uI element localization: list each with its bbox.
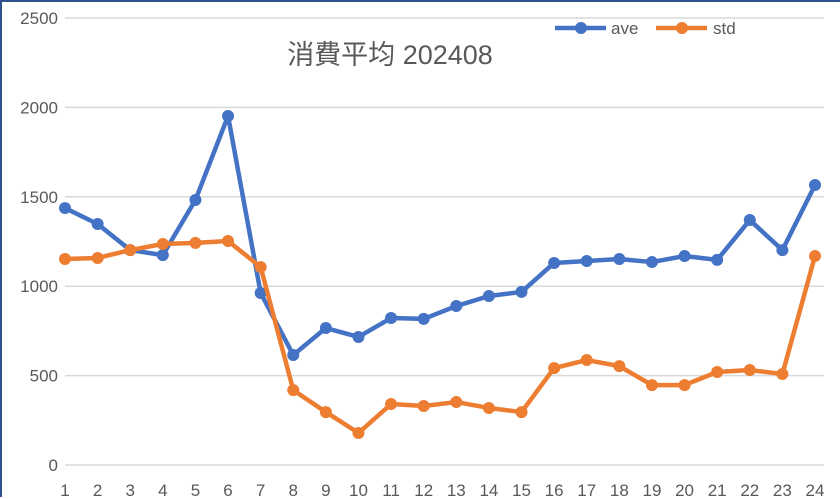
data-point[interactable] bbox=[91, 217, 104, 230]
x-tick-label: 22 bbox=[740, 481, 759, 499]
data-point[interactable] bbox=[776, 244, 789, 257]
data-point[interactable] bbox=[678, 249, 691, 262]
series-line bbox=[64, 238, 818, 436]
x-tick-label: 24 bbox=[806, 481, 825, 499]
y-tick-label: 1500 bbox=[20, 188, 58, 207]
legend-item-ave: ave bbox=[555, 19, 638, 38]
y-tick-label: 1000 bbox=[20, 277, 58, 296]
data-point[interactable] bbox=[450, 300, 463, 313]
x-tick-label: 19 bbox=[642, 481, 661, 499]
data-point[interactable] bbox=[809, 178, 821, 191]
x-tick-label: 14 bbox=[479, 481, 498, 499]
data-point[interactable] bbox=[189, 194, 202, 207]
data-point[interactable] bbox=[743, 214, 756, 227]
data-point[interactable] bbox=[645, 379, 658, 392]
series-line bbox=[64, 113, 818, 358]
data-point[interactable] bbox=[156, 238, 169, 251]
series-lines bbox=[59, 109, 821, 439]
data-point[interactable] bbox=[352, 330, 365, 343]
data-point[interactable] bbox=[417, 399, 430, 412]
data-point[interactable] bbox=[287, 349, 300, 362]
x-tick-label: 3 bbox=[125, 481, 134, 499]
legend-label: ave bbox=[611, 19, 638, 38]
y-tick-label: 500 bbox=[30, 367, 58, 386]
x-tick-label: 6 bbox=[223, 481, 232, 499]
data-point[interactable] bbox=[580, 354, 593, 367]
data-point[interactable] bbox=[254, 261, 267, 274]
x-tick-label: 18 bbox=[610, 481, 629, 499]
data-point[interactable] bbox=[319, 322, 332, 335]
data-point[interactable] bbox=[189, 236, 202, 249]
data-point[interactable] bbox=[482, 401, 495, 414]
data-point[interactable] bbox=[548, 362, 561, 375]
data-point[interactable] bbox=[385, 312, 398, 325]
data-point[interactable] bbox=[254, 286, 267, 299]
data-point[interactable] bbox=[222, 109, 235, 122]
x-tick-label: 2 bbox=[93, 481, 102, 499]
y-tick-label: 0 bbox=[49, 456, 58, 475]
y-tick-label: 2000 bbox=[20, 98, 58, 117]
legend-label: std bbox=[713, 19, 736, 38]
x-tick-label: 23 bbox=[773, 481, 792, 499]
data-point[interactable] bbox=[319, 406, 332, 419]
data-point[interactable] bbox=[450, 396, 463, 409]
data-point[interactable] bbox=[287, 384, 300, 397]
data-point[interactable] bbox=[711, 253, 724, 266]
x-axis-ticks: 1 2 3 4 5 6 7 8 9 10 11 12 13 14 15 16 17 18 19 20 21 22 23 24 bbox=[60, 481, 824, 499]
x-tick-label: 20 bbox=[675, 481, 694, 499]
x-tick-label: 4 bbox=[158, 481, 167, 499]
x-tick-label: 15 bbox=[512, 481, 531, 499]
data-point[interactable] bbox=[222, 234, 235, 247]
x-tick-label: 17 bbox=[577, 481, 596, 499]
data-point[interactable] bbox=[59, 202, 71, 215]
x-tick-label: 10 bbox=[349, 481, 368, 499]
data-point[interactable] bbox=[515, 406, 528, 419]
data-point[interactable] bbox=[580, 254, 593, 267]
x-tick-label: 13 bbox=[447, 481, 466, 499]
legend-marker-icon bbox=[575, 22, 587, 34]
data-point[interactable] bbox=[645, 256, 658, 269]
data-point[interactable] bbox=[515, 285, 528, 298]
data-point[interactable] bbox=[156, 249, 169, 262]
data-point[interactable] bbox=[59, 253, 71, 266]
legend-item-std: std bbox=[656, 19, 736, 38]
data-point[interactable] bbox=[743, 364, 756, 377]
y-axis-ticks: 0 500 1000 1500 2000 2500 bbox=[20, 9, 58, 475]
data-point[interactable] bbox=[613, 360, 626, 373]
data-point[interactable] bbox=[711, 366, 724, 379]
legend: ave std bbox=[555, 19, 736, 38]
data-point[interactable] bbox=[776, 367, 789, 380]
chart-title: 消費平均 202408 bbox=[287, 40, 493, 70]
data-point[interactable] bbox=[91, 251, 104, 264]
data-point[interactable] bbox=[482, 290, 495, 303]
data-point[interactable] bbox=[548, 256, 561, 269]
data-point[interactable] bbox=[352, 426, 365, 439]
x-tick-label: 7 bbox=[256, 481, 265, 499]
x-tick-label: 11 bbox=[382, 481, 400, 499]
x-tick-label: 9 bbox=[321, 481, 330, 499]
x-tick-label: 16 bbox=[545, 481, 564, 499]
data-point[interactable] bbox=[678, 379, 691, 392]
series-ave bbox=[59, 109, 821, 362]
x-tick-label: 21 bbox=[708, 481, 727, 499]
x-tick-label: 5 bbox=[191, 481, 200, 499]
data-point[interactable] bbox=[613, 253, 626, 266]
series-std bbox=[59, 234, 821, 439]
data-point[interactable] bbox=[124, 244, 137, 257]
x-tick-label: 1 bbox=[60, 481, 69, 499]
legend-marker-icon bbox=[676, 22, 688, 34]
data-point[interactable] bbox=[385, 398, 398, 411]
x-tick-label: 12 bbox=[414, 481, 433, 499]
data-point[interactable] bbox=[809, 249, 821, 262]
x-tick-label: 8 bbox=[289, 481, 298, 499]
data-point[interactable] bbox=[417, 312, 430, 325]
y-tick-label: 2500 bbox=[20, 9, 58, 28]
